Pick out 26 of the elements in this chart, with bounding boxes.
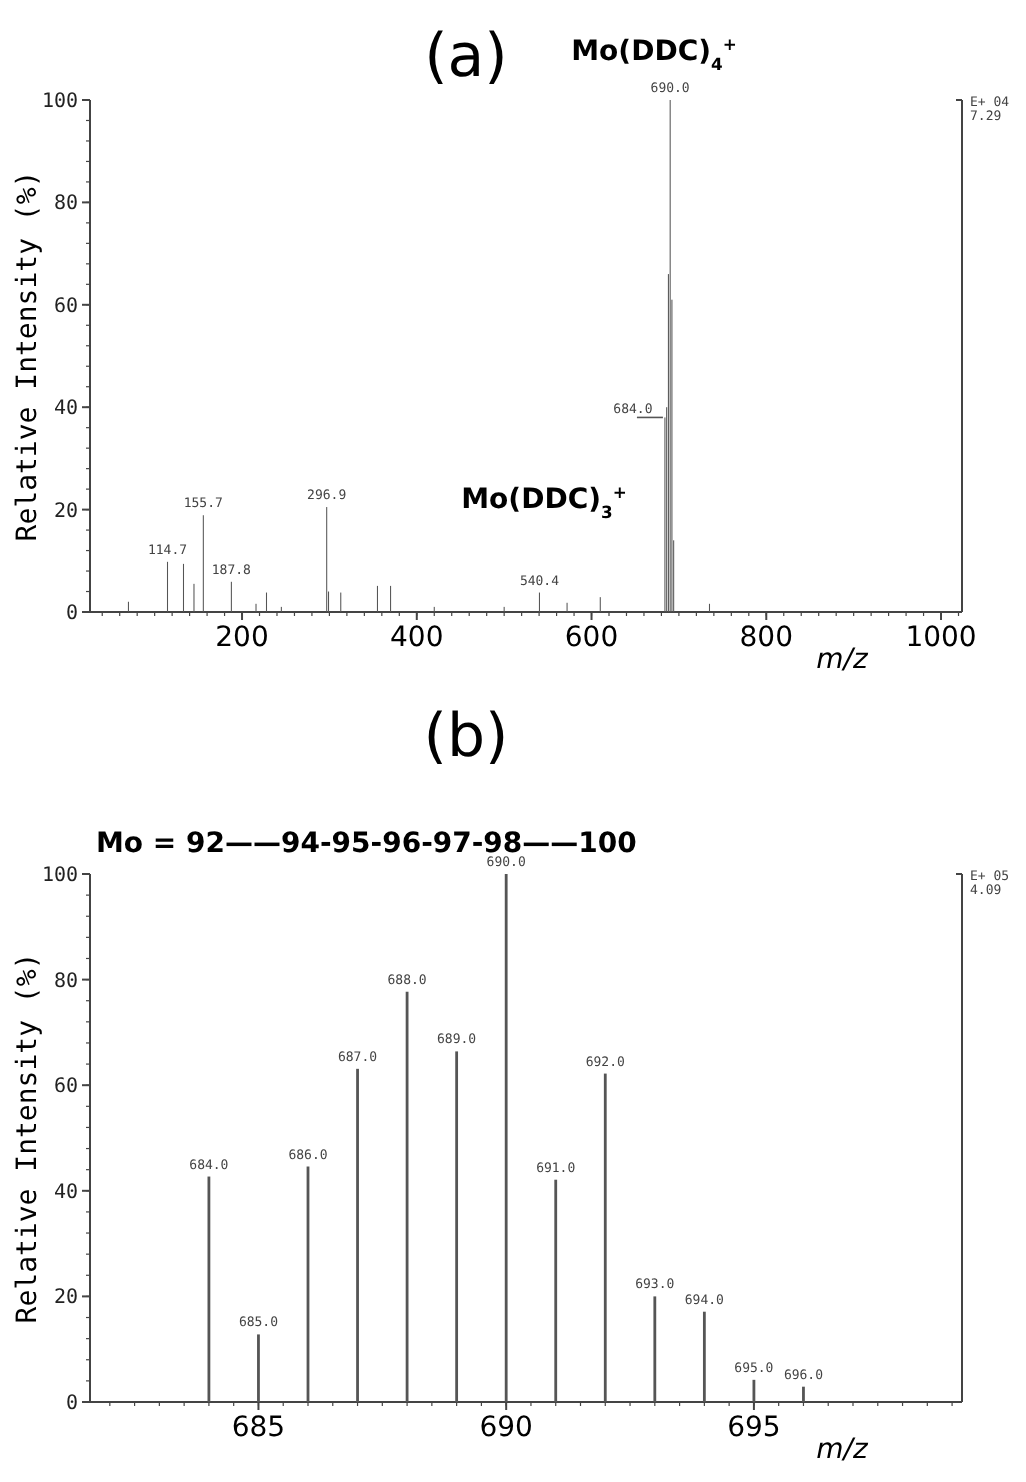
y-axis-title: Relative Intensity (%) [12, 952, 44, 1324]
chart-title: (a) [424, 22, 508, 92]
y-tick-label: 0 [65, 1393, 78, 1415]
y-tick-label: 100 [41, 91, 78, 113]
y-tick-label: 80 [53, 970, 78, 993]
y-tick-label: 100 [41, 865, 78, 887]
y-tick-label: 20 [53, 500, 78, 523]
y-tick-label: 60 [53, 1076, 78, 1099]
y-tick-label: 20 [53, 1287, 78, 1310]
y-tick-label: 40 [53, 398, 78, 421]
y-axis-title: Relative Intensity (%) [12, 170, 44, 542]
x-tick-label: 690 [479, 1412, 533, 1444]
y-tick-label: 0 [65, 603, 78, 625]
x-tick-label: 1000 [905, 622, 977, 654]
x-tick-label: 200 [215, 622, 269, 654]
x-tick-label: 400 [390, 622, 444, 654]
y-tick-label: 40 [53, 1181, 78, 1204]
x-tick-label: 800 [739, 622, 794, 654]
chart-title: (b) [423, 702, 509, 772]
y-tick-label: 80 [53, 193, 78, 216]
x-tick-label: 695 [727, 1412, 781, 1444]
x-axis-title: m/z [816, 1434, 870, 1466]
x-tick-label: 685 [231, 1412, 286, 1444]
x-tick-label: 600 [564, 622, 619, 654]
x-axis-title: m/z [816, 644, 870, 676]
y-tick-label: 60 [53, 295, 78, 318]
